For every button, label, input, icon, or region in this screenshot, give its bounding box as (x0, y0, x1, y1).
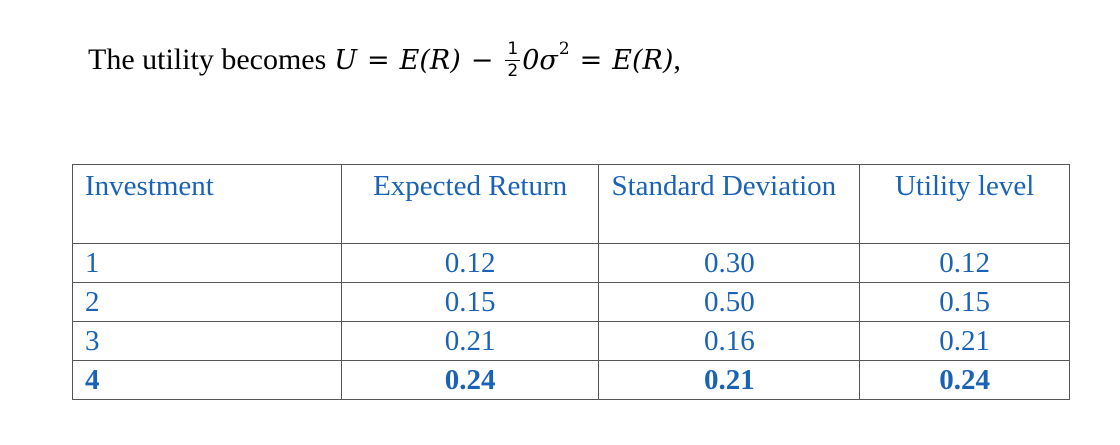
header-expected-return: Expected Return (340, 164, 600, 244)
expected-return-cell: 0.15 (340, 282, 600, 322)
expected-return-cell: 0.24 (340, 360, 600, 400)
utility-symbol: U (334, 44, 358, 76)
investment-cell: 1 (72, 243, 342, 283)
expected-return-term-2: E(R) (612, 44, 674, 76)
utility-level-cell: 0.24 (859, 360, 1070, 400)
equals-sign-2: = (579, 44, 603, 76)
header-utility-level: Utility level (859, 164, 1070, 244)
half-fraction: 1 2 (505, 38, 521, 81)
utility-level-cell: 0.15 (859, 282, 1070, 322)
table-row: 2 0.15 0.50 0.15 (72, 282, 1070, 322)
equation-prefix: The utility becomes (88, 43, 327, 76)
equation-math: U = E(R) − 1 2 0σ 2 = E(R) , (334, 38, 681, 81)
table-header-row: Investment Expected Return Standard Devi… (72, 164, 1070, 244)
table-row: 3 0.21 0.16 0.21 (72, 321, 1070, 361)
investment-utility-table: Investment Expected Return Standard Devi… (72, 164, 1070, 400)
investment-cell: 2 (72, 282, 342, 322)
minus-sign: − (470, 44, 494, 76)
squared-exponent: 2 (558, 39, 570, 59)
standard-deviation-cell: 0.16 (598, 321, 861, 361)
table-row-highlighted: 4 0.24 0.21 0.24 (72, 360, 1070, 400)
fraction-denominator: 2 (507, 60, 519, 81)
standard-deviation-cell: 0.21 (598, 360, 861, 400)
utility-level-cell: 0.21 (859, 321, 1070, 361)
investment-cell: 3 (72, 321, 342, 361)
utility-level-cell: 0.12 (859, 243, 1070, 283)
equation-comma: , (673, 43, 681, 76)
standard-deviation-cell: 0.30 (598, 243, 861, 283)
expected-return-cell: 0.12 (340, 243, 600, 283)
utility-equation: The utility becomes U = E(R) − 1 2 0σ 2 … (88, 30, 681, 90)
table-row: 1 0.12 0.30 0.12 (72, 243, 1070, 283)
equals-sign-1: = (367, 44, 390, 76)
fraction-numerator: 1 (505, 38, 521, 61)
expected-return-term-1: E(R) (399, 44, 461, 76)
zero-sigma-term: 0σ (522, 44, 558, 76)
header-investment: Investment (72, 164, 342, 244)
standard-deviation-cell: 0.50 (598, 282, 861, 322)
header-standard-deviation: Standard Deviation (598, 164, 861, 244)
investment-cell: 4 (72, 360, 342, 400)
expected-return-cell: 0.21 (340, 321, 600, 361)
